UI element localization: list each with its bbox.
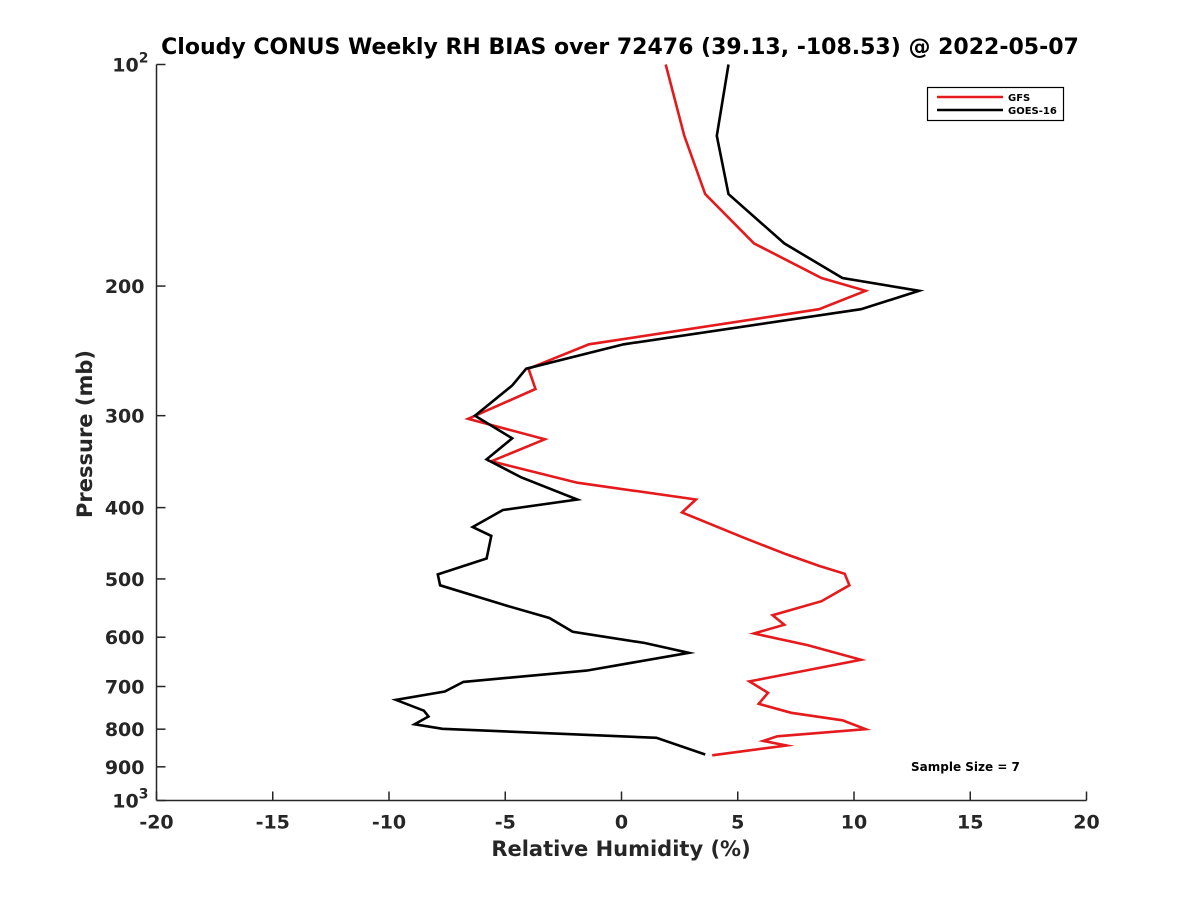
y-tick-label: 102 [112,51,148,77]
sample-size-annotation: Sample Size = 7 [911,760,1020,774]
x-tick-label: -5 [495,812,516,834]
y-tick-exponent: 3 [139,787,149,803]
y-tick-label: 600 [105,627,145,649]
series-line-gfs [464,64,872,757]
y-tick-label: 800 [105,719,145,741]
x-tick-label: 15 [957,812,983,834]
x-tick-label: -15 [256,812,290,834]
legend-label-goes16: GOES-16 [1008,106,1057,117]
x-tick-label: 10 [841,812,867,834]
series-lines [391,64,925,757]
y-tick-label: 300 [105,406,145,428]
x-tick-label: 20 [1073,812,1099,834]
x-tick-label: 0 [615,812,628,834]
legend: GFS GOES-16 [926,86,1065,122]
x-tick-label: 5 [731,812,744,834]
y-tick-label: 900 [105,757,145,779]
y-axis-label: Pressure (mb) [73,350,97,518]
y-tick-label: 500 [105,569,145,591]
x-ticks: -20 -15 -10 -5 0 5 10 15 20 [139,791,1100,834]
legend-box [926,86,1065,122]
y-tick-label: 103 [112,787,148,813]
x-tick-label: -20 [139,812,173,834]
x-tick-label: -10 [372,812,406,834]
legend-label-gfs: GFS [1008,93,1030,104]
y-tick-label: 700 [105,676,145,698]
axes: -20 -15 -10 -5 0 5 10 15 20 10220030040050060070… [105,51,1100,834]
series-line-goes16 [391,64,925,756]
y-tick-base: 10 [112,55,138,77]
y-tick-exponent: 2 [139,51,149,67]
y-tick-base: 10 [112,791,138,813]
chart-title: Cloudy CONUS Weekly RH BIAS over 72476 (… [161,35,1079,60]
y-tick-label: 200 [105,276,145,298]
y-tick-label: 400 [105,498,145,520]
x-axis-label: Relative Humidity (%) [491,837,750,861]
